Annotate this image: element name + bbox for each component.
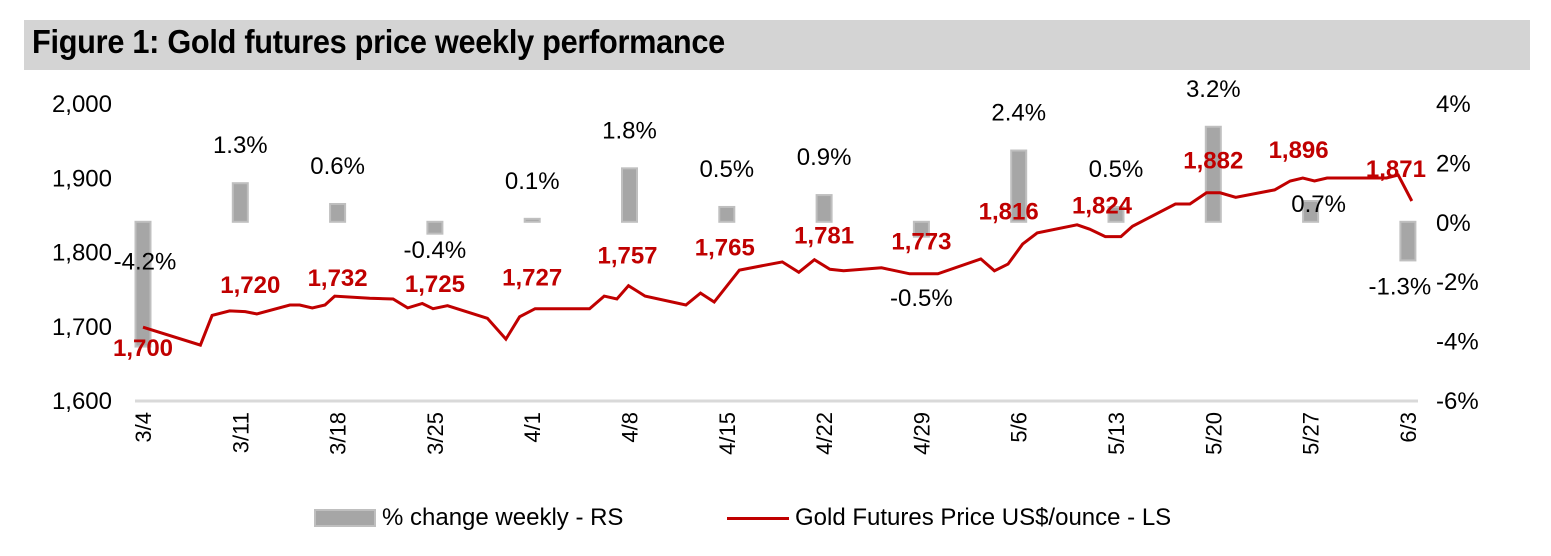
x-tick-label: 4/22 xyxy=(812,412,837,455)
x-tick-label: 4/8 xyxy=(618,412,643,443)
right-tick-label: 4% xyxy=(1436,91,1471,118)
left-tick-label: 1,600 xyxy=(52,388,112,415)
bar-weekly-change xyxy=(134,220,152,348)
bar-value-label: -4.2% xyxy=(114,248,177,275)
bar-weekly-change xyxy=(1107,205,1125,223)
bar-weekly-change xyxy=(718,205,736,223)
x-tick-label: 4/29 xyxy=(909,412,934,455)
x-tick-label: 3/25 xyxy=(423,412,448,455)
bar-weekly-change xyxy=(329,202,347,223)
left-axis-ticks: 1,600 1,700 1,800 1,900 2,000 xyxy=(52,91,112,415)
bar-weekly-change xyxy=(1399,220,1417,262)
price-value-label: 1,757 xyxy=(597,242,657,269)
x-tick-label: 6/3 xyxy=(1396,412,1421,443)
bar-weekly-change xyxy=(1010,149,1028,223)
bar-value-label: 3.2% xyxy=(1186,76,1241,103)
bar-value-label: -0.5% xyxy=(890,285,953,312)
left-tick-label: 1,800 xyxy=(52,240,112,267)
price-line xyxy=(142,173,1414,347)
bar-value-label: 0.6% xyxy=(310,153,365,180)
x-tick-label: 4/15 xyxy=(715,412,740,455)
bar-weekly-change xyxy=(912,220,930,238)
bar-weekly-change xyxy=(621,167,638,223)
left-tick-label: 1,900 xyxy=(52,165,112,192)
price-value-label: 1,882 xyxy=(1183,148,1243,175)
x-tick-label: 3/11 xyxy=(228,412,253,453)
bar-weekly-change xyxy=(1204,125,1222,223)
right-tick-label: -6% xyxy=(1436,388,1479,415)
legend-label: % change weekly - RS xyxy=(382,504,624,531)
price-value-label: 1,732 xyxy=(308,265,368,292)
price-value-label: 1,824 xyxy=(1072,193,1133,220)
bar-value-label: 1.3% xyxy=(213,132,268,159)
bar-value-label: 0.1% xyxy=(505,168,560,195)
left-tick-label: 2,000 xyxy=(52,91,112,118)
bar-labels: -4.2% 1.3% 0.6% -0.4% 0.1% 1.8% 0.5% 0.9% -0.5% 2… xyxy=(114,76,1432,312)
x-tick-label: 5/27 xyxy=(1299,412,1324,455)
bar-weekly-change xyxy=(1302,200,1320,223)
price-value-label: 1,765 xyxy=(695,234,755,261)
bar-value-label: 0.9% xyxy=(797,144,852,171)
x-tick-label: 5/6 xyxy=(1007,412,1032,443)
price-labels: 1,700 1,720 1,732 1,725 1,727 1,757 1,765 1,781… xyxy=(113,137,1426,362)
right-tick-label: -4% xyxy=(1436,329,1479,356)
left-tick-label: 1,700 xyxy=(52,314,112,341)
bar-weekly-change xyxy=(231,182,249,223)
right-tick-label: 2% xyxy=(1436,150,1471,177)
price-value-label: 1,720 xyxy=(220,272,280,299)
bar-value-label: -0.4% xyxy=(404,237,467,264)
legend-bar-swatch-icon xyxy=(314,509,376,527)
x-tick-label: 3/4 xyxy=(131,412,156,443)
right-axis-ticks: -6% -4% -2% 0% 2% 4% xyxy=(1436,91,1479,415)
legend: % change weekly - RS Gold Futures Price … xyxy=(0,504,1551,534)
x-tick-label: 5/13 xyxy=(1104,412,1129,455)
bar-series xyxy=(134,125,1417,348)
x-tick-label: 3/18 xyxy=(326,412,351,455)
bar-value-label: 1.8% xyxy=(602,117,657,144)
legend-line-swatch-icon xyxy=(727,516,789,520)
bar-value-label: 2.4% xyxy=(991,100,1046,127)
price-value-label: 1,727 xyxy=(502,265,562,292)
bar-value-label: -1.3% xyxy=(1369,273,1432,300)
bar-weekly-change xyxy=(523,217,541,223)
price-value-label: 1,781 xyxy=(794,223,854,250)
bar-weekly-change xyxy=(815,194,833,223)
bar-weekly-change xyxy=(426,220,444,235)
figure-title-bar: Figure 1: Gold futures price weekly perf… xyxy=(24,20,1530,70)
x-tick-label: 4/1 xyxy=(520,412,545,443)
price-value-label: 1,896 xyxy=(1269,137,1329,164)
right-tick-label: 0% xyxy=(1436,210,1471,237)
price-value-label: 1,816 xyxy=(979,199,1039,226)
x-tick-label: 5/20 xyxy=(1201,412,1226,455)
bar-value-label: 0.7% xyxy=(1291,191,1346,218)
legend-item-weekly-change: % change weekly - RS xyxy=(314,504,623,532)
price-value-label: 1,871 xyxy=(1366,156,1426,183)
bar-value-label: 0.5% xyxy=(699,156,754,183)
price-value-label: 1,773 xyxy=(891,229,951,256)
right-tick-label: -2% xyxy=(1436,269,1479,296)
price-value-label: 1,725 xyxy=(405,271,465,298)
price-value-label: 1,700 xyxy=(113,335,173,362)
legend-item-gold-price: Gold Futures Price US$/ounce - LS xyxy=(727,504,1171,532)
bar-value-label: 0.5% xyxy=(1089,156,1144,183)
figure-title: Figure 1: Gold futures price weekly perf… xyxy=(32,23,725,60)
legend-label: Gold Futures Price US$/ounce - LS xyxy=(795,504,1172,531)
x-axis-ticks: 3/4 3/11 3/18 3/25 4/1 4/8 4/15 4/22 4/29 5/6 5/13… xyxy=(131,412,1421,455)
